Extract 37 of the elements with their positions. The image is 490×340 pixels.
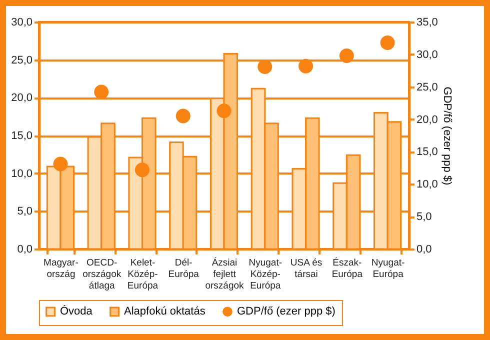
legend-label: Óvoda bbox=[60, 304, 94, 318]
y-tick-label: 15,0 bbox=[11, 130, 32, 142]
x-tick-label: Észak- Európa bbox=[332, 256, 364, 280]
legend-label: Alapfokú oktatás bbox=[124, 306, 206, 318]
x-tick-label: Ázsiai fejlett országok bbox=[205, 256, 244, 292]
x-tick-label: OECD- országok átlaga bbox=[82, 258, 122, 292]
y2-tick-label: 5,0 bbox=[416, 211, 432, 224]
y-tick-label: 30,0 bbox=[11, 16, 32, 28]
y2-tick-label: 30,0 bbox=[416, 48, 438, 61]
y2-tick-label: 35,0 bbox=[416, 16, 438, 28]
point bbox=[258, 60, 272, 74]
x-tick-label: Kelet- Közép- Európa bbox=[127, 258, 159, 292]
y2-tick-label: 15,0 bbox=[416, 146, 438, 158]
x-tick-label: Magyar- ország bbox=[44, 258, 78, 280]
x-tick-label: USA és társai bbox=[290, 258, 322, 280]
x-tick-label: Nyugat- Európa bbox=[371, 258, 405, 280]
y-tick-label: 25,0 bbox=[11, 54, 32, 66]
point bbox=[298, 58, 314, 74]
point bbox=[176, 108, 190, 124]
y2-tick-label: 0,0 bbox=[416, 244, 432, 256]
y2-axis-title: GDP/fő (ezer ppp $) bbox=[440, 86, 453, 186]
point bbox=[216, 104, 232, 118]
point bbox=[94, 84, 109, 100]
x-tick-label: Dél- Európa bbox=[168, 258, 200, 280]
y-tick-label: 20,0 bbox=[11, 92, 32, 104]
y2-tick-label: 25,0 bbox=[416, 81, 438, 94]
point bbox=[380, 36, 395, 50]
point bbox=[53, 156, 68, 172]
point bbox=[134, 162, 150, 178]
y-tick-label: 10,0 bbox=[11, 168, 32, 180]
y2-tick-label: 20,0 bbox=[416, 114, 438, 126]
legend-label: GDP/fő (ezer ppp $) bbox=[237, 306, 336, 318]
point bbox=[339, 48, 354, 63]
y-tick-label: 0,0 bbox=[17, 244, 32, 256]
x-tick-label: Nyugat- Közép- Európa bbox=[248, 258, 282, 292]
y2-tick-label: 10,0 bbox=[416, 178, 438, 191]
y-tick-label: 5,0 bbox=[17, 206, 32, 218]
